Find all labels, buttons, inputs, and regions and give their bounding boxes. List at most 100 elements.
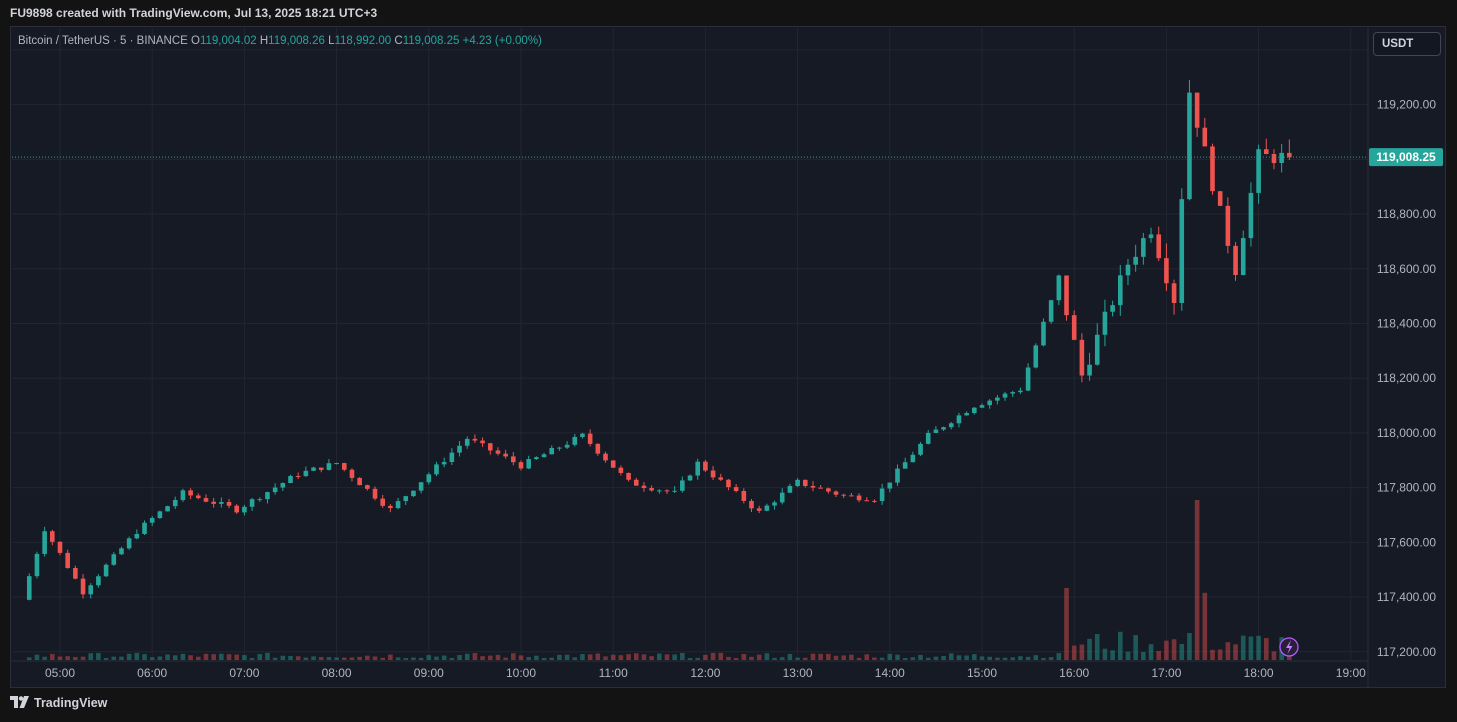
candle-body [610, 460, 616, 468]
candle-body [1133, 256, 1138, 265]
candle-body [411, 490, 416, 497]
candle-body [480, 440, 485, 444]
volume-bar [103, 658, 109, 660]
volume-bar [610, 654, 616, 660]
volume-bar [1187, 632, 1192, 660]
candle-body [587, 433, 593, 444]
candle-body [772, 502, 777, 506]
volume-bar [1125, 651, 1131, 660]
time-tick-label: 06:00 [137, 666, 167, 680]
candle-body [418, 482, 424, 491]
price-tick-label: 118,800.00 [1377, 207, 1436, 221]
volume-bar [119, 656, 124, 660]
candles [26, 79, 1292, 601]
volume-bar [657, 653, 662, 660]
candle-body [1148, 234, 1154, 239]
candle-body [180, 490, 186, 501]
volume-bar [226, 654, 232, 660]
currency-unit-button[interactable]: USDT [1373, 32, 1441, 56]
candle-body [956, 415, 962, 424]
volume-bar [142, 654, 147, 660]
volume-bar [833, 655, 839, 660]
candle-body [88, 585, 94, 595]
volume-bar [249, 658, 255, 660]
candle-body [941, 427, 946, 430]
volume-bar [918, 654, 923, 660]
candle-body [188, 490, 193, 496]
volume-bar [518, 655, 524, 660]
volume-bar [849, 654, 854, 660]
volume-bar [480, 656, 485, 660]
volume-bar [372, 656, 378, 660]
candle-body [1048, 300, 1054, 322]
candle-body [1056, 275, 1062, 301]
candle-body [948, 423, 954, 428]
candle-body [1156, 234, 1162, 259]
volume-bar [948, 653, 954, 660]
candle-body [449, 452, 455, 463]
candle-body [1210, 146, 1215, 192]
candle-body [234, 505, 240, 513]
candle-body [318, 467, 324, 470]
candle-body [403, 496, 409, 502]
volume-bar [334, 657, 339, 660]
candle-body [334, 463, 339, 465]
volume-bar [426, 655, 432, 660]
volume-bar [633, 653, 639, 660]
volume-bar [219, 653, 224, 660]
candle-body [595, 443, 601, 454]
time-tick-label: 19:00 [1336, 666, 1366, 680]
candle-body [142, 522, 147, 534]
candle-body [157, 511, 163, 519]
volume-bar [242, 655, 247, 660]
volume-bar [995, 657, 1000, 660]
price-axis: 119,400.00119,200.00119,000.00118,800.00… [1367, 28, 1436, 688]
volume-bar [672, 654, 677, 660]
volume-bar [1041, 658, 1046, 660]
candle-body [103, 564, 109, 577]
volume-bar [718, 652, 724, 660]
candle-body [1033, 345, 1039, 368]
volume-bar [341, 657, 347, 660]
time-tick-label: 11:00 [599, 666, 628, 680]
volume-bar [157, 656, 163, 660]
candle-body [1179, 199, 1185, 303]
volume-bar [272, 657, 278, 660]
candle-body [818, 487, 823, 489]
volume-bar [1118, 631, 1123, 660]
change-value: +4.23 (+0.00%) [462, 35, 542, 47]
volume-bar [188, 655, 193, 660]
volume-bar [1164, 640, 1169, 660]
volume-bar [457, 655, 462, 660]
price-tick-label: 118,400.00 [1377, 316, 1436, 330]
candle-body [756, 508, 762, 511]
candle-body [764, 505, 770, 511]
volume-bar [741, 653, 747, 660]
volume-bar [1033, 655, 1039, 660]
candle-body [626, 472, 631, 480]
candle-body [779, 492, 785, 503]
candle-body [1079, 339, 1085, 376]
candle-body [918, 443, 923, 455]
volume-bar [165, 654, 170, 660]
volume-bar [464, 653, 470, 660]
candle-body [26, 576, 32, 600]
candle-body [34, 553, 40, 577]
lightning-icon[interactable] [1279, 637, 1299, 657]
volume-bar [710, 652, 716, 660]
candle-body [349, 469, 355, 478]
volume-bar [1071, 645, 1077, 660]
volume-bar [1194, 500, 1200, 660]
candle-body [603, 453, 608, 461]
candle-body [472, 438, 478, 441]
volume-bar [257, 653, 263, 660]
volume-bar [211, 654, 216, 660]
candle-body [1194, 92, 1200, 128]
tradingview-brand[interactable]: TradingView [10, 696, 107, 711]
volume-bar [626, 654, 631, 660]
volume-bar [856, 657, 862, 660]
volume-bar [534, 655, 539, 660]
candle-body [503, 453, 508, 457]
volume-bar [388, 654, 393, 660]
